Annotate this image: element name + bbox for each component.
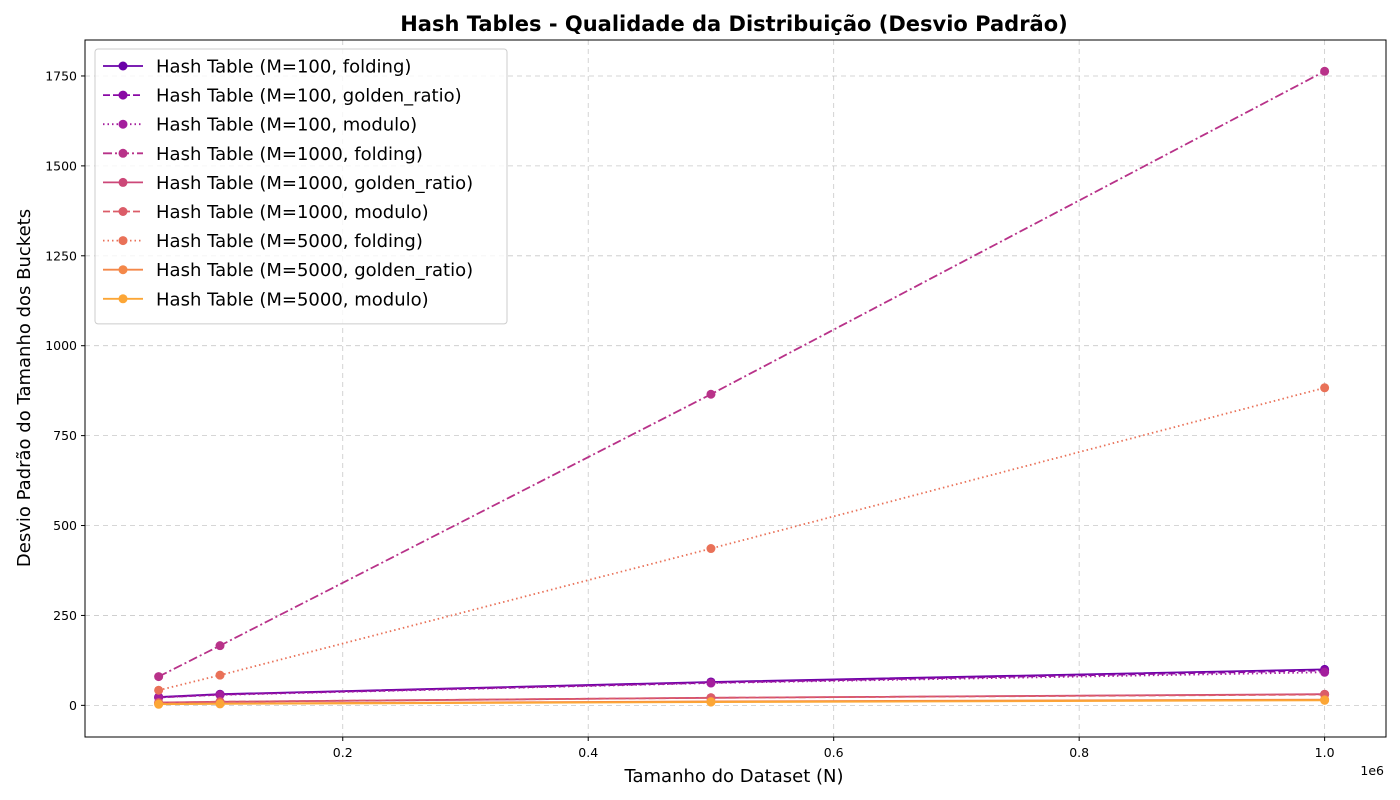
data-point [215,699,225,709]
legend-box [94,48,508,325]
y-tick-label: 250 [53,608,77,623]
legend-label: Hash Table (M=5000, modulo) [156,289,429,310]
data-point [215,641,225,651]
data-point [215,670,225,680]
data-point [154,699,164,709]
data-point [706,697,716,707]
data-point [706,544,716,554]
legend-label: Hash Table (M=5000, folding) [156,231,423,252]
legend-item: Hash Table (M=100, folding) [103,57,411,78]
series-line [158,699,1325,706]
x-tick-label: 0.8 [1069,745,1089,760]
series-line [158,386,1325,692]
legend-label: Hash Table (M=1000, folding) [156,144,423,165]
series-7 [154,383,1330,695]
legend-marker [118,61,128,71]
legend-item: Hash Table (M=100, modulo) [103,115,417,136]
x-tick-label: 1.0 [1315,745,1335,760]
series-line [158,693,1325,704]
data-point [1320,667,1330,677]
data-point [706,678,716,688]
legend-marker [118,265,128,275]
legend-marker [118,148,128,158]
series-4 [154,66,1330,682]
chart-title: Hash Tables - Qualidade da Distribuição … [400,12,1068,36]
series-line [158,671,1325,699]
data-point [1320,695,1330,705]
x-tick-label: 0.6 [824,745,844,760]
series-lines [154,66,1330,709]
legend-item: Hash Table (M=5000, golden_ratio) [103,260,473,281]
series-line [158,70,1326,678]
y-tick-label: 1250 [45,248,77,263]
series-9 [154,695,1330,709]
x-axis-ticks: 0.2 0.4 0.6 0.8 1.0 [333,737,1335,760]
legend: Hash Table (M=100, folding) Hash Table (M… [94,48,508,325]
legend-item: Hash Table (M=5000, folding) [103,231,423,252]
legend-label: Hash Table (M=100, modulo) [156,115,417,136]
data-point [154,672,164,682]
y-tick-label: 1500 [45,158,77,173]
data-point [706,389,716,399]
x-tick-label: 0.2 [333,745,353,760]
legend-marker [118,177,128,187]
legend-label: Hash Table (M=5000, golden_ratio) [156,260,473,281]
data-point [215,690,225,700]
y-tick-label: 1000 [45,338,77,353]
y-tick-label: 500 [53,518,77,533]
legend-marker [118,236,128,246]
data-point [1320,383,1330,393]
legend-item: Hash Table (M=1000, golden_ratio) [103,173,473,194]
legend-marker [118,90,128,100]
legend-item: Hash Table (M=100, golden_ratio) [103,86,462,107]
legend-label: Hash Table (M=100, golden_ratio) [156,86,462,107]
legend-marker [118,119,128,129]
y-tick-label: 1750 [45,68,77,83]
y-axis-label: Desvio Padrão do Tamanho dos Buckets [14,209,35,567]
data-point [1320,66,1330,76]
legend-marker [118,294,128,304]
legend-item: Hash Table (M=1000, modulo) [103,202,429,223]
x-tick-label: 0.4 [578,745,598,760]
legend-marker [118,207,128,216]
y-tick-label: 0 [69,698,77,713]
legend-label: Hash Table (M=1000, golden_ratio) [156,173,473,194]
y-tick-label: 750 [53,428,77,443]
legend-label: Hash Table (M=1000, modulo) [156,202,429,223]
plot-area-frame [84,39,1387,738]
x-axis-offset-label: 1e6 [1360,763,1384,778]
x-axis-label: Tamanho do Dataset (N) [623,766,843,787]
data-point [154,685,164,695]
legend-label: Hash Table (M=100, folding) [156,57,411,78]
legend-item: Hash Table (M=1000, folding) [103,144,423,165]
legend-item: Hash Table (M=5000, modulo) [103,289,429,310]
y-axis-ticks: 0 250 500 750 1000 1250 1500 1750 [45,68,85,713]
